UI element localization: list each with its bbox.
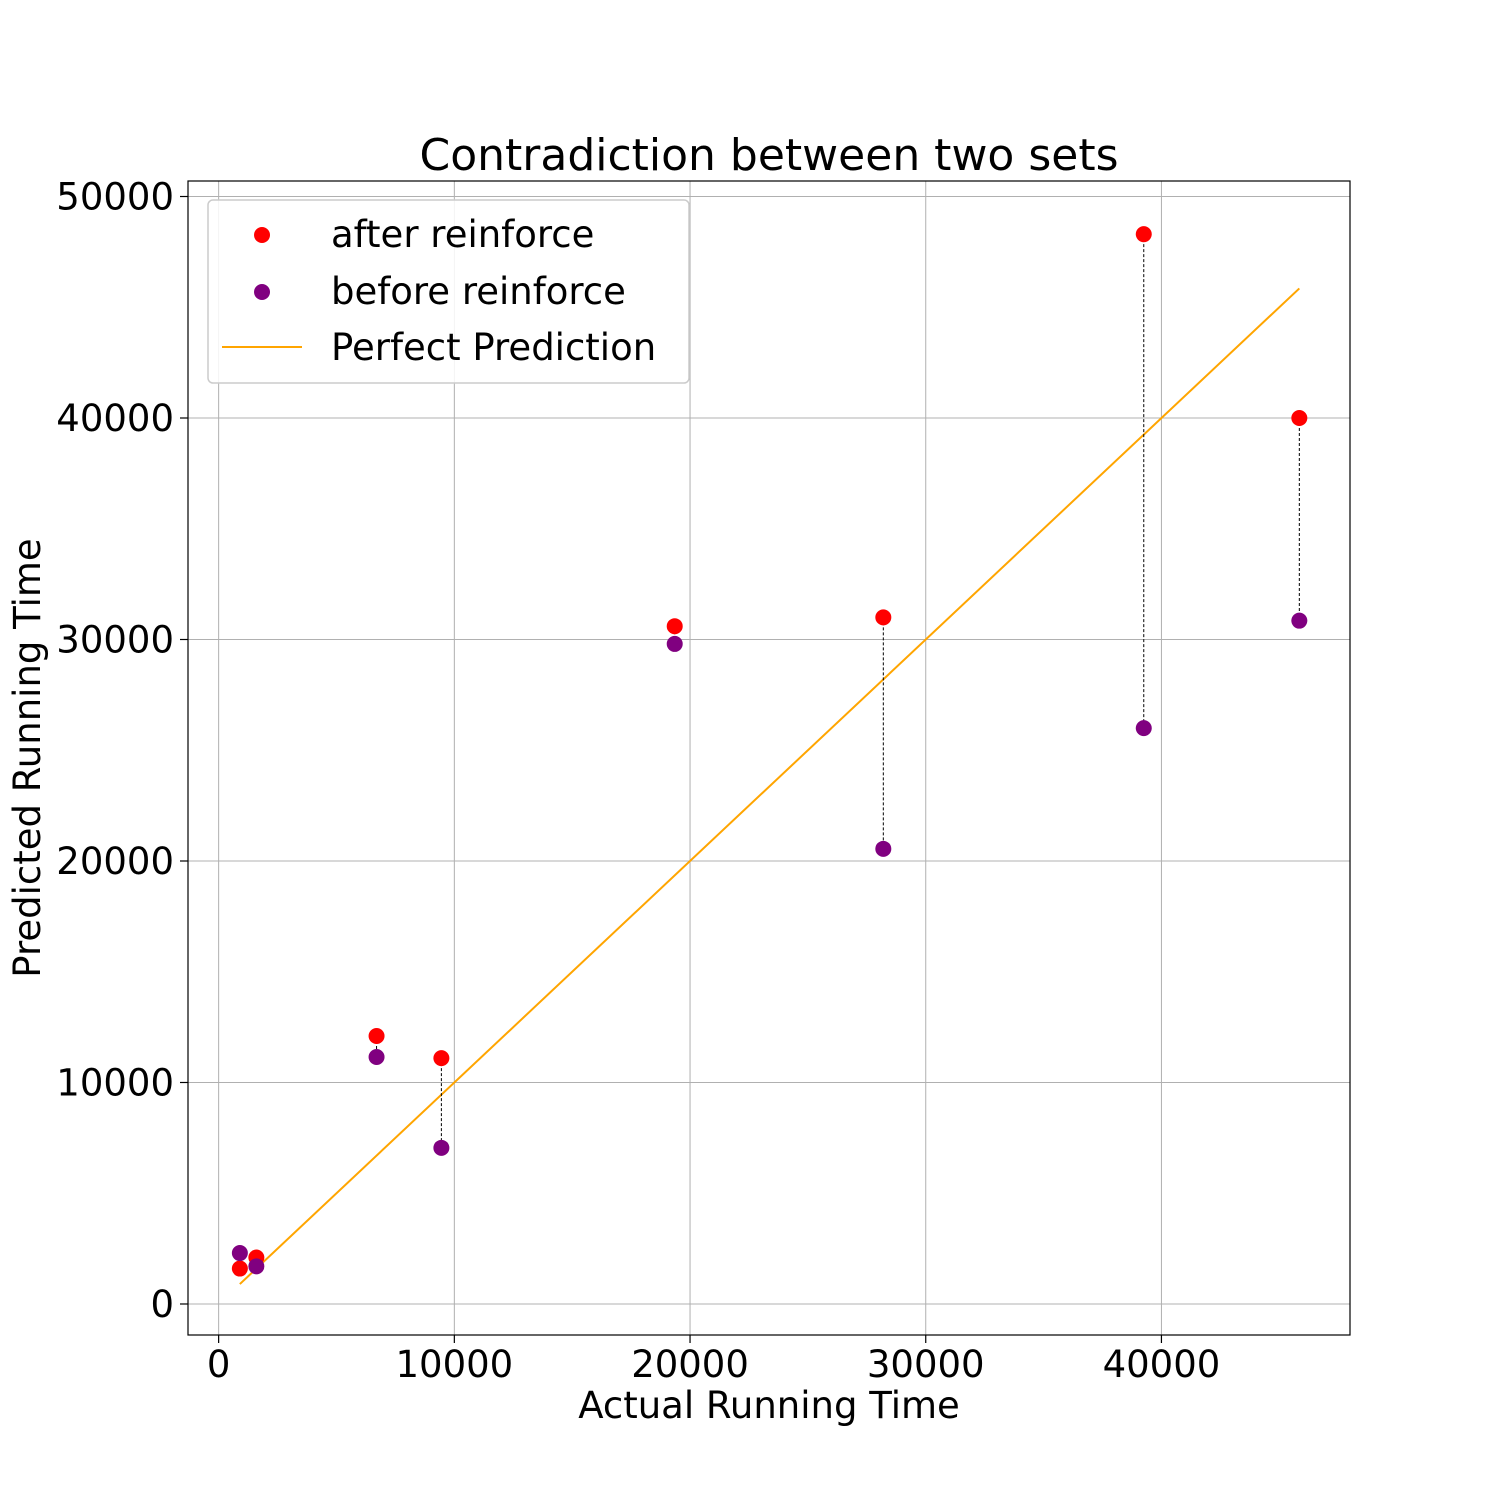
legend-box — [207, 199, 690, 384]
after-reinforce-point — [1291, 410, 1308, 427]
after-reinforce-point — [368, 1027, 385, 1044]
points-layer — [231, 226, 1308, 1277]
plot-frame — [187, 180, 1351, 1336]
y-axis-label: Predicted Running Time — [6, 538, 49, 977]
after-reinforce-point — [875, 609, 892, 626]
before-reinforce-point — [248, 1258, 265, 1275]
after-reinforce-point — [433, 1050, 450, 1067]
legend-label-Perfect-Prediction: Perfect Prediction — [331, 326, 656, 369]
before-reinforce-point — [666, 635, 683, 652]
y-tick-label: 20000 — [56, 840, 174, 883]
legend-marker-before-reinforce — [254, 284, 270, 300]
chart-title: Contradiction between two sets — [419, 130, 1118, 181]
y-tick-label: 50000 — [56, 176, 174, 219]
connector-layer — [239, 234, 1300, 1269]
legend-marker-after-reinforce — [254, 227, 270, 243]
perfect-prediction-line — [239, 287, 1301, 1285]
before-reinforce-point — [368, 1049, 385, 1066]
x-tick-label: 10000 — [395, 1343, 513, 1386]
ticks-layer: 0 10000 20000 30000 40000 0 10000 20000 30000 400… — [56, 176, 1220, 1386]
legend-label-after-reinforce: after reinforce — [331, 213, 594, 256]
after-reinforce-point — [1135, 226, 1152, 243]
reference-line-layer — [239, 287, 1301, 1285]
x-tick-label: 40000 — [1103, 1343, 1221, 1386]
x-tick-label: 20000 — [631, 1343, 749, 1386]
after-reinforce-point — [666, 618, 683, 635]
y-tick-label: 10000 — [56, 1061, 174, 1104]
legend: after reinforce before reinforce Perfect P… — [207, 199, 690, 384]
y-tick-label: 30000 — [56, 618, 174, 661]
x-axis-label: Actual Running Time — [578, 1384, 960, 1427]
x-tick-label: 0 — [207, 1343, 231, 1386]
x-tick-label: 30000 — [867, 1343, 985, 1386]
before-reinforce-point — [875, 840, 892, 857]
y-tick-label: 0 — [150, 1283, 174, 1326]
after-reinforce-point — [231, 1260, 248, 1277]
y-tick-label: 40000 — [56, 397, 174, 440]
legend-label-before-reinforce: before reinforce — [331, 270, 626, 313]
before-reinforce-point — [433, 1139, 450, 1156]
before-reinforce-point — [1291, 612, 1308, 629]
before-reinforce-point — [1135, 720, 1152, 737]
before-reinforce-point — [231, 1245, 248, 1262]
